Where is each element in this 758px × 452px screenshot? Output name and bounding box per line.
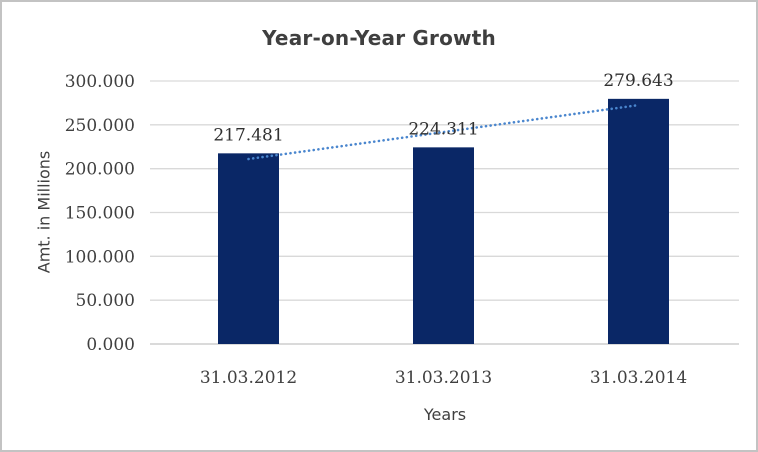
y-tick-label: 200.000 (65, 160, 135, 180)
bar-31.03.2012 (218, 153, 279, 344)
x-axis-title: Years (423, 405, 467, 424)
y-tick-label: 150.000 (65, 204, 135, 224)
x-category-label: 31.03.2013 (395, 368, 492, 388)
bar-31.03.2013 (413, 147, 474, 344)
bar-31.03.2014 (608, 98, 669, 344)
y-tick-label: 250.000 (65, 116, 135, 136)
chart-title: Year-on-Year Growth (262, 26, 496, 50)
y-tick-label: 100.000 (65, 247, 135, 267)
x-category-label: 31.03.2012 (200, 368, 297, 388)
x-category-label: 31.03.2014 (590, 368, 687, 388)
y-tick-label: 50.000 (76, 291, 135, 311)
y-tick-label: 0.000 (86, 335, 135, 355)
y-tick-label: 300.000 (65, 72, 135, 92)
bar-data-label: 217.481 (213, 125, 283, 145)
trendline (247, 103, 640, 161)
bar-data-label: 279.643 (603, 71, 673, 91)
bar-data-label: 224.311 (408, 119, 478, 139)
